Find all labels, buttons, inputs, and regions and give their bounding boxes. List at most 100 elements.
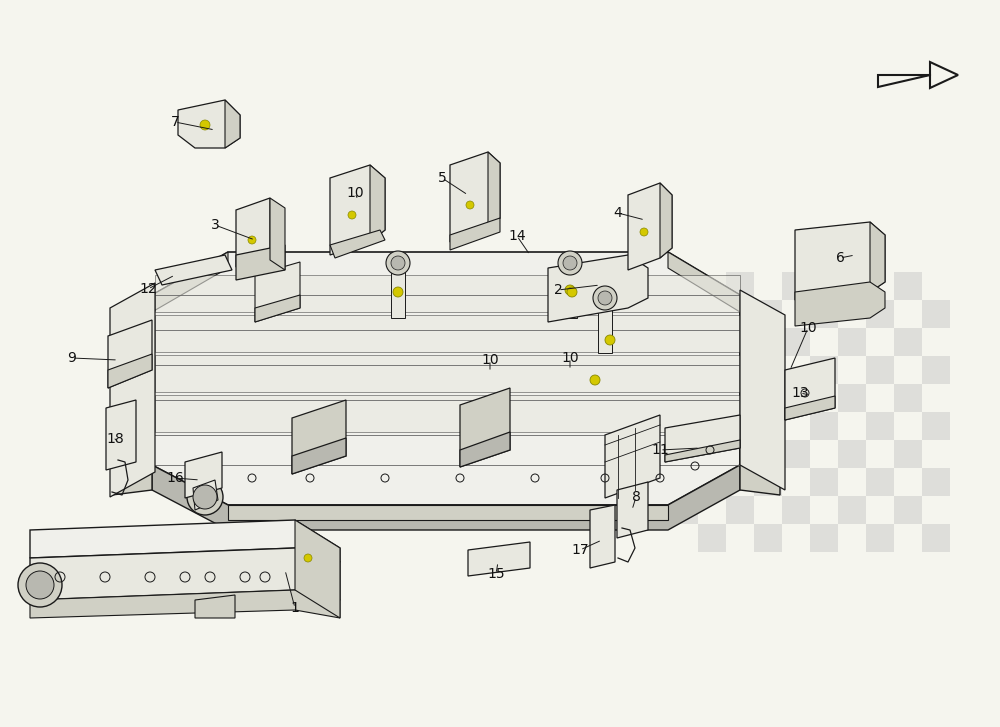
Bar: [894, 440, 922, 468]
Text: 6: 6: [836, 251, 844, 265]
Polygon shape: [628, 183, 672, 270]
Polygon shape: [108, 354, 152, 388]
Polygon shape: [665, 440, 740, 462]
Circle shape: [304, 554, 312, 562]
Bar: [698, 412, 726, 440]
Bar: [866, 468, 894, 496]
Bar: [922, 356, 950, 384]
Polygon shape: [110, 283, 155, 497]
Polygon shape: [468, 542, 530, 576]
Text: 10: 10: [561, 351, 579, 365]
Bar: [894, 496, 922, 524]
Polygon shape: [330, 230, 385, 258]
Polygon shape: [152, 252, 228, 312]
Bar: [894, 328, 922, 356]
Polygon shape: [785, 358, 835, 420]
Circle shape: [187, 479, 223, 515]
Polygon shape: [450, 218, 500, 250]
Bar: [838, 272, 866, 300]
Bar: [922, 524, 950, 552]
Polygon shape: [598, 298, 612, 353]
Text: 5: 5: [438, 171, 446, 185]
Bar: [922, 412, 950, 440]
Text: 3: 3: [211, 218, 219, 232]
Polygon shape: [255, 295, 300, 322]
Bar: [670, 328, 698, 356]
Polygon shape: [236, 198, 270, 267]
Bar: [726, 440, 754, 468]
Circle shape: [348, 211, 356, 219]
Bar: [810, 524, 838, 552]
Polygon shape: [152, 465, 740, 530]
Bar: [782, 272, 810, 300]
Bar: [698, 300, 726, 328]
Text: 13: 13: [791, 386, 809, 400]
Polygon shape: [660, 183, 672, 258]
Bar: [838, 440, 866, 468]
Bar: [698, 468, 726, 496]
Text: 15: 15: [487, 567, 505, 581]
Polygon shape: [605, 415, 660, 498]
Polygon shape: [590, 505, 615, 568]
Bar: [866, 356, 894, 384]
Text: 12: 12: [139, 282, 157, 296]
Text: 11: 11: [651, 443, 669, 457]
Bar: [726, 328, 754, 356]
Polygon shape: [155, 395, 740, 432]
Bar: [754, 356, 782, 384]
Bar: [698, 356, 726, 384]
Polygon shape: [563, 263, 577, 318]
Polygon shape: [292, 400, 346, 474]
Bar: [670, 496, 698, 524]
Polygon shape: [870, 222, 885, 292]
Circle shape: [386, 251, 410, 275]
Circle shape: [466, 201, 474, 209]
Circle shape: [391, 256, 405, 270]
Polygon shape: [785, 396, 835, 420]
Text: 10: 10: [799, 321, 817, 335]
Circle shape: [248, 236, 256, 244]
Bar: [754, 300, 782, 328]
Polygon shape: [270, 198, 285, 270]
Circle shape: [605, 335, 615, 345]
Polygon shape: [665, 415, 740, 462]
Circle shape: [200, 120, 210, 130]
Text: 9: 9: [68, 351, 76, 365]
Polygon shape: [450, 152, 500, 242]
Bar: [810, 300, 838, 328]
Text: 10: 10: [481, 353, 499, 367]
Polygon shape: [106, 400, 136, 470]
Bar: [782, 328, 810, 356]
Polygon shape: [255, 262, 300, 322]
Text: 17: 17: [571, 543, 589, 557]
Polygon shape: [548, 255, 648, 322]
Polygon shape: [155, 255, 232, 285]
Bar: [866, 412, 894, 440]
Polygon shape: [236, 245, 285, 280]
Polygon shape: [740, 295, 780, 495]
Polygon shape: [112, 295, 152, 495]
Bar: [922, 468, 950, 496]
Bar: [810, 412, 838, 440]
Bar: [726, 496, 754, 524]
Bar: [726, 272, 754, 300]
Circle shape: [563, 256, 577, 270]
Text: 1: 1: [291, 601, 299, 615]
Text: 7: 7: [171, 115, 179, 129]
Bar: [838, 328, 866, 356]
Circle shape: [393, 287, 403, 297]
Polygon shape: [292, 438, 346, 474]
Text: 18: 18: [106, 432, 124, 446]
Polygon shape: [391, 263, 405, 318]
Polygon shape: [195, 595, 235, 618]
Circle shape: [590, 375, 600, 385]
Text: 8: 8: [632, 490, 640, 504]
Bar: [838, 496, 866, 524]
Circle shape: [598, 291, 612, 305]
Polygon shape: [370, 165, 385, 242]
Polygon shape: [330, 165, 385, 255]
Circle shape: [593, 286, 617, 310]
Circle shape: [18, 563, 62, 607]
Polygon shape: [155, 275, 740, 312]
Polygon shape: [225, 100, 240, 148]
